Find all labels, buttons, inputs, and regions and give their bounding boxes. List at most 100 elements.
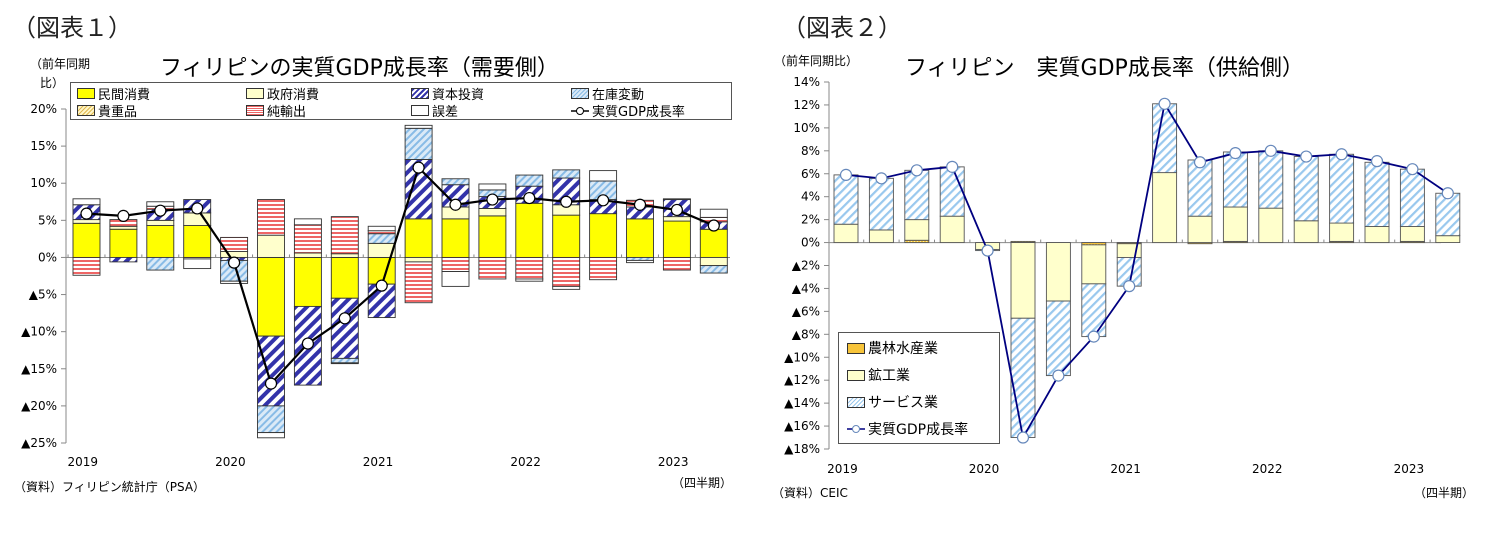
bar-segment-iv — [515, 174, 544, 187]
legend-swatch-gold-hatch — [77, 105, 95, 116]
bar-segment-sv — [1222, 151, 1248, 208]
bar-segment-er — [441, 271, 470, 287]
bar-segment-ci — [257, 335, 285, 407]
legend-label: 農林水産業 — [868, 341, 938, 357]
y-tick-label: 15% — [30, 139, 57, 153]
bar-segment-er — [220, 280, 249, 284]
gdp-growth-point — [633, 198, 647, 211]
bar-segment-gc — [662, 216, 691, 222]
gdp-growth-point — [1370, 155, 1384, 168]
figure1-label: （図表１） — [12, 14, 132, 42]
bar-segment-in — [1081, 244, 1107, 285]
gdp-growth-point — [596, 194, 610, 207]
bar-segment-pc — [626, 218, 654, 258]
figure1-period-label: （四半期） — [672, 476, 733, 490]
legend-swatch-gold-dotted — [847, 342, 865, 354]
y-tick-label: 12% — [793, 98, 820, 112]
y-tick-label: 10% — [793, 121, 820, 135]
bar-segment-in — [833, 223, 859, 244]
y-tick-label: ▲15% — [21, 362, 57, 376]
bar-segment-er — [257, 432, 285, 439]
bar-segment-er — [626, 259, 654, 264]
x-year-label: 2020 — [969, 462, 1000, 476]
bar-segment-nx — [552, 256, 581, 287]
gdp-growth-point — [412, 161, 425, 174]
gdp-growth-point — [981, 244, 994, 257]
legend-line-marker-icon — [847, 425, 865, 433]
bar-segment-nx — [441, 256, 470, 272]
legend-item-services: サービス業 — [847, 392, 938, 412]
legend-label: 鉱工業 — [868, 368, 910, 384]
bar-segment-gc — [404, 256, 433, 263]
bar-segment-er — [330, 362, 359, 365]
bar-segment-pc — [257, 256, 285, 337]
y-tick-label: ▲5% — [29, 288, 57, 302]
y-tick-label: ▲8% — [792, 327, 820, 341]
legend-label: 誤差 — [432, 105, 459, 120]
legend-label: 資本投資 — [432, 88, 485, 103]
figure2-source: （資料）CEIC — [772, 486, 848, 500]
bar-segment-iv — [257, 405, 285, 434]
bar-segment-in — [904, 219, 930, 241]
legend-item-net-exports: 純輸出 — [246, 101, 306, 120]
x-year-label: 2023 — [658, 455, 689, 469]
gdp-growth-point — [1158, 97, 1171, 110]
gdp-growth-point — [486, 193, 499, 206]
bar-segment-pc — [183, 225, 212, 258]
x-year-label: 2019 — [827, 462, 858, 476]
x-year-label: 2022 — [510, 455, 541, 469]
bar-segment-nx — [330, 216, 359, 255]
gdp-growth-point — [1123, 280, 1136, 293]
bar-segment-gc — [146, 219, 175, 226]
bar-segment-er — [552, 285, 581, 290]
legend-swatch-lightblue-hatch — [847, 396, 865, 408]
y-tick-label: ▲14% — [784, 396, 820, 410]
gdp-growth-point — [338, 312, 351, 325]
y-tick-label: ▲4% — [792, 281, 820, 295]
y-tick-label: ▲25% — [21, 436, 57, 450]
bar-segment-gc — [72, 219, 101, 224]
bar-segment-in — [1045, 242, 1071, 302]
bar-segment-iv — [367, 233, 396, 244]
gdp-growth-point — [560, 195, 573, 208]
bar-segment-sv — [833, 174, 859, 225]
bar-segment-sv — [1258, 150, 1284, 209]
bar-segment-sv — [1293, 156, 1319, 222]
bar-segment-iv — [146, 256, 175, 271]
gdp-growth-point — [1335, 148, 1348, 161]
legend-swatch-blue-hatch — [411, 88, 429, 99]
bar-segment-iv — [552, 169, 581, 179]
bar-segment-in — [1329, 222, 1355, 242]
x-year-label: 2022 — [1252, 462, 1283, 476]
y-tick-label: 0% — [38, 250, 57, 264]
bar-segment-nx — [589, 256, 618, 281]
bar-segment-sv — [1045, 300, 1071, 377]
bar-segment-nx — [257, 199, 285, 236]
gdp-growth-point — [1229, 147, 1242, 160]
gdp-growth-point — [228, 256, 241, 269]
legend-item-gdp-growth: 実質GDP成長率 — [847, 419, 968, 439]
bar-segment-gc — [257, 234, 285, 258]
chart2-plot: 14% 12% 10% 8% 6% 4% 2% 0% ▲2% ▲4% ▲6% ▲8% ▲10% ▲12% ▲… — [784, 75, 1461, 476]
bar-segment-in — [1187, 215, 1213, 244]
bar-segment-pc — [330, 256, 359, 299]
bar-segment-iv — [441, 178, 470, 186]
x-year-label: 2023 — [1394, 462, 1425, 476]
bar-segment-nx — [662, 256, 691, 271]
chart1-legend: 民間消費 政府消費 資本投資 在庫変動 貴重品 純輸出 誤差 実質GDP成長率 — [70, 82, 732, 120]
y-tick-label: ▲10% — [21, 325, 57, 339]
bar-segment-gc — [293, 252, 322, 258]
gdp-growth-point — [1052, 369, 1065, 382]
gdp-growth-point — [264, 377, 278, 390]
bar-segment-in — [1435, 235, 1461, 244]
bar-segment-sv — [1329, 153, 1355, 224]
legend-item-valuables: 貴重品 — [77, 101, 137, 120]
legend-label: 純輸出 — [267, 105, 307, 120]
bar-segment-pc — [478, 215, 507, 258]
bar-segment-sv — [1364, 161, 1390, 227]
bar-segment-gc — [699, 256, 728, 267]
bar-segment-er — [72, 198, 101, 206]
legend-label: 貴重品 — [98, 105, 138, 120]
bar-segment-pc — [146, 225, 175, 258]
bar-segment-in — [1364, 226, 1390, 244]
